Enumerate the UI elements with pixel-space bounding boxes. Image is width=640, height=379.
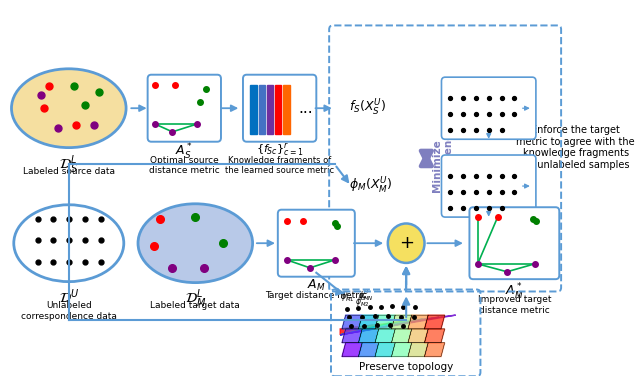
Text: $\phi_{M1}^L$: $\phi_{M1}^L$: [340, 290, 355, 304]
Bar: [275, 85, 282, 134]
Text: Minimize
Divergence: Minimize Divergence: [432, 125, 454, 192]
Text: Knowledge fragments of
the learned source metric: Knowledge fragments of the learned sourc…: [225, 155, 334, 175]
Ellipse shape: [12, 69, 126, 148]
Polygon shape: [375, 343, 395, 357]
Polygon shape: [342, 343, 362, 357]
FancyBboxPatch shape: [442, 77, 536, 139]
Polygon shape: [424, 343, 445, 357]
Text: $f_S(X_S^U)$: $f_S(X_S^U)$: [349, 98, 387, 118]
Polygon shape: [424, 315, 445, 329]
Polygon shape: [342, 315, 362, 329]
Bar: [250, 85, 257, 134]
Polygon shape: [342, 329, 362, 343]
Circle shape: [388, 224, 424, 263]
Text: $\phi_M(X_M^U)$: $\phi_M(X_M^U)$: [349, 176, 392, 196]
Polygon shape: [392, 343, 412, 357]
Polygon shape: [358, 329, 379, 343]
Bar: [284, 85, 290, 134]
Text: $\phi_{M2}^U$: $\phi_{M2}^U$: [355, 294, 369, 309]
Text: Labeled target data: Labeled target data: [150, 301, 240, 310]
Ellipse shape: [138, 204, 253, 283]
Text: $A_M^*$: $A_M^*$: [505, 282, 524, 302]
Text: $\mathcal{D}_M^L$: $\mathcal{D}_M^L$: [184, 288, 206, 310]
Text: $\{f_{Sc}\}_{c=1}^r$: $\{f_{Sc}\}_{c=1}^r$: [256, 142, 303, 158]
Bar: [267, 85, 273, 134]
FancyBboxPatch shape: [278, 210, 355, 277]
Polygon shape: [340, 315, 456, 335]
Polygon shape: [340, 325, 373, 335]
Text: $+$: $+$: [399, 234, 413, 252]
FancyBboxPatch shape: [469, 207, 559, 279]
Text: Preserve topology: Preserve topology: [359, 362, 453, 372]
Polygon shape: [340, 327, 356, 335]
Text: $\phi_{MN}^U$: $\phi_{MN}^U$: [358, 288, 374, 303]
Text: Labeled source data: Labeled source data: [23, 168, 115, 176]
Polygon shape: [424, 329, 445, 343]
Text: $A_S^*$: $A_S^*$: [175, 142, 193, 162]
Polygon shape: [340, 319, 422, 335]
Polygon shape: [392, 315, 412, 329]
Polygon shape: [358, 315, 379, 329]
Polygon shape: [408, 329, 428, 343]
Text: $f_{S1}^U$: $f_{S1}^U$: [445, 77, 456, 92]
Polygon shape: [392, 329, 412, 343]
Bar: [259, 85, 265, 134]
Text: $f_{S2}^U$: $f_{S2}^U$: [465, 77, 476, 92]
Polygon shape: [340, 317, 439, 335]
Polygon shape: [340, 323, 390, 335]
Text: Enforce the target
metric to agree with the
knowledge fragments
on unlabeled sam: Enforce the target metric to agree with …: [516, 125, 635, 170]
Text: $\phi_{M2}^U$: $\phi_{M2}^U$: [463, 155, 477, 170]
Ellipse shape: [14, 205, 124, 282]
Text: $\mathcal{D}_S^L$: $\mathcal{D}_S^L$: [60, 153, 78, 176]
Text: $\phi_{MN}^U$: $\phi_{MN}^U$: [516, 155, 531, 170]
Polygon shape: [375, 315, 395, 329]
Polygon shape: [408, 343, 428, 357]
FancyBboxPatch shape: [148, 75, 221, 142]
Polygon shape: [340, 321, 406, 335]
Polygon shape: [408, 315, 428, 329]
Text: Target distance metric: Target distance metric: [266, 291, 367, 301]
FancyBboxPatch shape: [442, 155, 536, 217]
Text: $f_{SN}^U$: $f_{SN}^U$: [518, 77, 529, 92]
FancyBboxPatch shape: [243, 75, 316, 142]
Text: $A_M$: $A_M$: [307, 278, 326, 293]
Text: $\phi_{M1}^U$: $\phi_{M1}^U$: [443, 155, 458, 170]
Text: ...: ...: [298, 101, 312, 116]
Text: $\mathcal{D}^U$: $\mathcal{D}^U$: [59, 288, 79, 306]
Text: Improved target
distance metric: Improved target distance metric: [477, 295, 551, 315]
Text: Optimal source
distance metric: Optimal source distance metric: [149, 155, 220, 175]
Text: Unlabeled
correspondence data: Unlabeled correspondence data: [21, 301, 116, 321]
Polygon shape: [375, 329, 395, 343]
Polygon shape: [358, 343, 379, 357]
